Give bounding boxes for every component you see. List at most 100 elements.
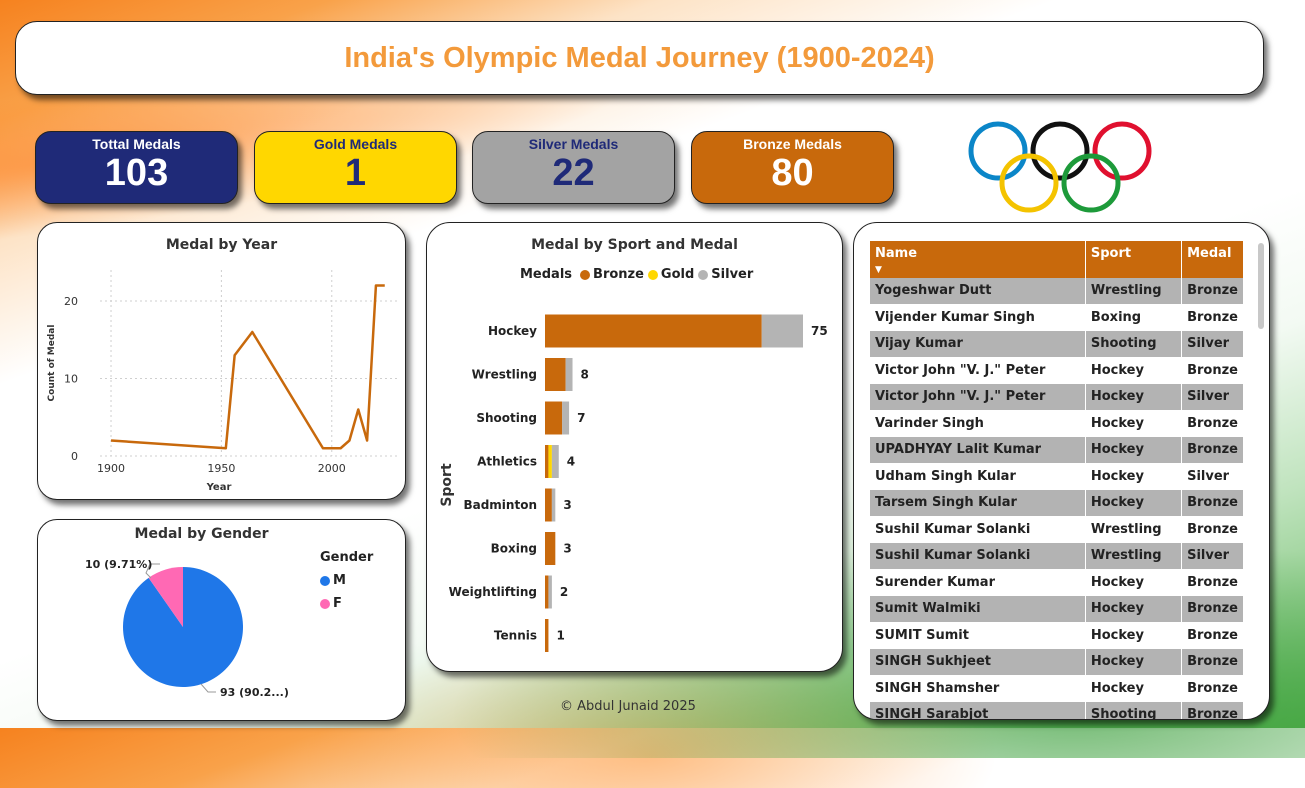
medal-by-year-chart[interactable]: 1900 1950 2000 0 10 20 Year Count of Medal (38, 223, 405, 499)
table-row[interactable]: Vijender Kumar Singh Boxing Bronze (870, 304, 1244, 331)
table-cell-name: Surender Kumar (870, 569, 1086, 596)
column-header-name-label: Name (875, 246, 918, 261)
gender-legend-item-m[interactable]: M (320, 573, 373, 588)
table-row[interactable]: SINGH Sarabjot Shooting Bronze (870, 701, 1244, 719)
medal-by-sport-card[interactable]: Medal by Sport and Medal Medals Bronze G… (426, 222, 843, 672)
kpi-gold-label: Gold Medals (313, 136, 398, 152)
table-row[interactable]: SINGH Shamsher Hockey Bronze (870, 675, 1244, 702)
column-header-sport[interactable]: Sport (1085, 241, 1183, 278)
bar-total-label: 8 (581, 368, 589, 382)
kpi-gold-value: 1 (344, 152, 367, 194)
table-cell-sport: Hockey (1085, 675, 1183, 702)
sport-legend-item-bronze[interactable]: Bronze (580, 267, 644, 282)
table-row[interactable]: Tarsem Singh Kular Hockey Bronze (870, 489, 1244, 517)
table-row[interactable]: Victor John "V. J." Peter Hockey Silver (870, 383, 1244, 411)
table-cell-medal: Bronze (1181, 569, 1244, 596)
legend-dot-female (320, 598, 330, 609)
bar-category-label: Boxing (491, 542, 537, 556)
medal-by-gender-card[interactable]: Medal by Gender 10 (9.71%) 93 (90.2...) G… (37, 519, 406, 721)
table-scrollbar[interactable] (1258, 243, 1264, 329)
table-cell-name: Vijay Kumar (870, 330, 1086, 358)
table-row[interactable]: Surender Kumar Hockey Bronze (870, 569, 1244, 596)
table-cell-name: SINGH Sarabjot (870, 701, 1086, 719)
table-cell-name: Victor John "V. J." Peter (870, 357, 1086, 384)
chart-title-year: Medal by Year (165, 237, 278, 253)
medal-by-sport-chart[interactable]: Hockey 75 Wrestling 8 Shooting 7 Athletics 4 Bad… (427, 223, 842, 671)
bar-segment-silver (551, 488, 556, 522)
table-cell-sport: Wrestling (1085, 516, 1183, 543)
table-cell-medal: Bronze (1181, 648, 1244, 676)
bar-total-label: 75 (811, 324, 828, 338)
table-row[interactable]: Sushil Kumar Solanki Wrestling Bronze (870, 516, 1244, 543)
y-axis-label-sport: Sport (439, 463, 455, 507)
table-cell-medal: Silver (1181, 463, 1244, 490)
table-row[interactable]: Vijay Kumar Shooting Silver (870, 330, 1244, 358)
olympic-rings-logo (968, 121, 1152, 213)
table-row[interactable]: SUMIT Sumit Hockey Bronze (870, 622, 1244, 649)
kpi-card-total[interactable]: Tottal Medals 103 (35, 131, 238, 204)
medalists-table[interactable]: Name ▼ Sport Medal Yogeshwar Dutt Wrestli… (870, 241, 1244, 719)
table-cell-name: SINGH Sukhjeet (870, 648, 1086, 676)
bar-segment-bronze (545, 575, 549, 609)
table-row[interactable]: Victor John "V. J." Peter Hockey Bronze (870, 357, 1244, 384)
bar-segment-bronze (545, 401, 563, 435)
table-cell-medal: Bronze (1181, 595, 1244, 623)
bar-total-label: 3 (563, 542, 571, 556)
bar-segment-bronze (545, 619, 549, 652)
table-row[interactable]: Udham Singh Kular Hockey Silver (870, 463, 1244, 490)
kpi-card-gold[interactable]: Gold Medals 1 (254, 131, 457, 204)
y-tick-label: 10 (64, 373, 78, 386)
table-cell-name: Sumit Walmiki (870, 595, 1086, 623)
table-row[interactable]: UPADHYAY Lalit Kumar Hockey Bronze (870, 436, 1244, 464)
y-tick-label: 0 (71, 450, 78, 463)
table-cell-name: Victor John "V. J." Peter (870, 383, 1086, 411)
table-row[interactable]: Yogeshwar Dutt Wrestling Bronze (870, 278, 1244, 305)
kpi-card-silver[interactable]: Silver Medals 22 (472, 131, 675, 204)
table-cell-sport: Hockey (1085, 436, 1183, 464)
bar-category-label: Tennis (494, 629, 537, 643)
table-cell-medal: Bronze (1181, 357, 1244, 384)
sport-legend-item-silver[interactable]: Silver (698, 267, 753, 282)
bar-segment-silver (565, 358, 573, 391)
pie-data-label-female: 10 (9.71%) (85, 558, 152, 571)
table-cell-medal: Bronze (1181, 622, 1244, 649)
bar-segment-bronze (545, 532, 556, 565)
table-cell-sport: Hockey (1085, 595, 1183, 623)
table-cell-sport: Hockey (1085, 383, 1183, 411)
gender-legend-item-f[interactable]: F (320, 596, 373, 611)
y-axis-label: Count of Medal (47, 325, 57, 402)
table-row[interactable]: Sumit Walmiki Hockey Bronze (870, 595, 1244, 623)
leader-line-female (145, 563, 160, 579)
table-cell-sport: Hockey (1085, 569, 1183, 596)
x-tick-label: 2000 (318, 462, 346, 475)
ring-yellow (999, 153, 1059, 213)
gender-legend-label-m: M (333, 573, 346, 588)
column-header-medal[interactable]: Medal (1181, 241, 1244, 278)
legend-dot-male (320, 575, 330, 586)
medal-by-year-card[interactable]: Medal by Year 1900 1950 2000 0 10 20 Year Count… (37, 222, 406, 500)
page-title: India's Olympic Medal Journey (1900-2024… (344, 42, 935, 74)
table-cell-sport: Shooting (1085, 330, 1183, 358)
legend-dot-gold (647, 269, 658, 280)
sport-legend: Medals Bronze Gold Silver (520, 267, 753, 282)
medalists-table-card[interactable]: Name ▼ Sport Medal Yogeshwar Dutt Wrestli… (853, 222, 1270, 720)
chart-title-sport: Medal by Sport and Medal (531, 237, 738, 253)
sport-legend-item-gold[interactable]: Gold (647, 267, 694, 282)
table-cell-medal: Silver (1181, 330, 1244, 358)
table-cell-medal: Bronze (1181, 489, 1244, 517)
bar-segment-silver (551, 445, 559, 478)
table-row[interactable]: Varinder Singh Hockey Bronze (870, 410, 1244, 437)
column-header-name[interactable]: Name ▼ (870, 241, 1086, 278)
medal-by-gender-chart[interactable]: 10 (9.71%) 93 (90.2...) (38, 520, 405, 720)
table-row[interactable]: SINGH Sukhjeet Hockey Bronze (870, 648, 1244, 676)
bar-category-label: Wrestling (472, 368, 537, 382)
table-row[interactable]: Sushil Kumar Solanki Wrestling Silver (870, 542, 1244, 570)
kpi-card-bronze[interactable]: Bronze Medals 80 (691, 131, 894, 204)
table-cell-medal: Bronze (1181, 410, 1244, 437)
x-tick-label: 1950 (207, 462, 235, 475)
table-cell-sport: Hockey (1085, 648, 1183, 676)
table-cell-medal: Silver (1181, 383, 1244, 411)
table-cell-sport: Wrestling (1085, 542, 1183, 570)
sort-descending-icon[interactable]: ▼ (875, 265, 882, 275)
table-cell-name: Udham Singh Kular (870, 463, 1086, 490)
